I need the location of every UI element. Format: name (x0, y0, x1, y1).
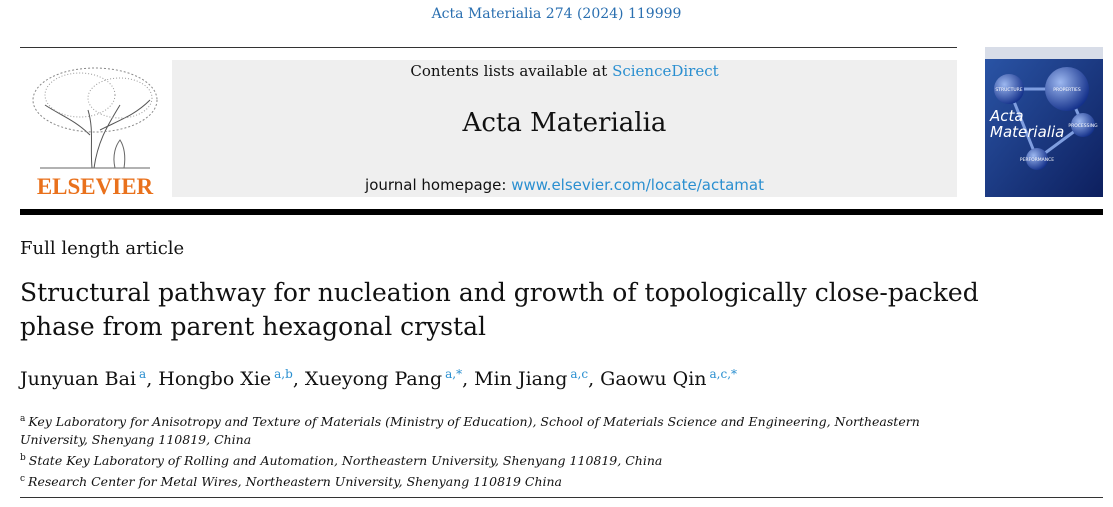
author-name[interactable]: Min Jiang (474, 368, 568, 391)
author-name[interactable]: Junyuan Bai (20, 368, 137, 391)
elsevier-logo: ELSEVIER (32, 67, 158, 198)
cover-node: PERFORMANCE (1020, 157, 1054, 163)
cover-title: Acta (989, 107, 1024, 125)
author-affiliation-mark[interactable]: a,c (570, 367, 589, 381)
journal-name: Acta Materialia (462, 108, 667, 138)
homepage-text: journal homepage: (365, 176, 507, 194)
author: Gaowu Qin a,c,* (600, 367, 738, 391)
author-affiliation-mark[interactable]: a,* (445, 367, 463, 381)
publisher: ELSEVIER (37, 174, 154, 198)
journal-reference[interactable]: Acta Materialia 274 (2024) 119999 (431, 6, 682, 22)
author-affiliation-mark[interactable]: a,c,* (709, 367, 738, 381)
title-line: phase from parent hexagonal crystal (20, 312, 486, 341)
affiliation-text: Research Center for Metal Wires, Northea… (28, 474, 563, 490)
cover-node: PROPERTIES (1053, 87, 1081, 93)
affiliation-label: b (20, 453, 26, 464)
author: Hongbo Xie a,b, (158, 367, 299, 391)
contents-text: Contents lists available at (410, 62, 608, 80)
rule (20, 209, 1103, 215)
article-type: Full length article (20, 238, 185, 259)
affiliation-label: c (20, 474, 26, 485)
cover-node: PROCESSING (1068, 123, 1098, 129)
affiliation: b State Key Laboratory of Rolling and Aut… (20, 449, 960, 470)
author: Xueyong Pang a,*, (304, 367, 469, 391)
author: Min Jiang a,c, (474, 367, 595, 391)
separator: , (462, 368, 469, 391)
affiliation: a Key Laboratory for Anisotropy and Textu… (20, 410, 960, 449)
journal-cover[interactable]: STRUCTURE PROPERTIES PROCESSING PERFORMA… (985, 47, 1103, 197)
rule (20, 47, 957, 48)
sciencedirect-link[interactable]: ScienceDirect (612, 62, 719, 80)
separator: , (292, 368, 299, 391)
author-affiliation-mark[interactable]: a (139, 367, 147, 381)
affiliation: c Research Center for Metal Wires, Northe… (20, 470, 960, 491)
author-name[interactable]: Xueyong Pang (304, 368, 443, 391)
affiliation-text: Key Laboratory for Anisotropy and Textur… (20, 414, 920, 448)
title-line: Structural pathway for nucleation and gr… (20, 278, 979, 307)
separator: , (588, 368, 595, 391)
rule (20, 497, 1103, 498)
homepage-link[interactable]: www.elsevier.com/locate/actamat (511, 176, 764, 194)
affiliations: a Key Laboratory for Anisotropy and Textu… (20, 410, 960, 491)
affiliation-label: a (20, 414, 26, 424)
cover-title: Materialia (990, 123, 1064, 141)
author-name[interactable]: Hongbo Xie (158, 368, 272, 391)
author: Junyuan Bai a, (20, 367, 153, 391)
affiliation-text: State Key Laboratory of Rolling and Auto… (28, 453, 663, 469)
cover-node: STRUCTURE (995, 87, 1022, 93)
author-name[interactable]: Gaowu Qin (600, 368, 707, 391)
authors: Junyuan Bai a, Hongbo Xie a,b, Xueyong Pang a… (20, 367, 743, 390)
separator: , (146, 368, 153, 391)
journal-banner: Contents lists available at ScienceDirec… (172, 60, 957, 197)
article-title: Structural pathway for nucleation and gr… (20, 276, 979, 344)
author-affiliation-mark[interactable]: a,b (274, 367, 293, 381)
